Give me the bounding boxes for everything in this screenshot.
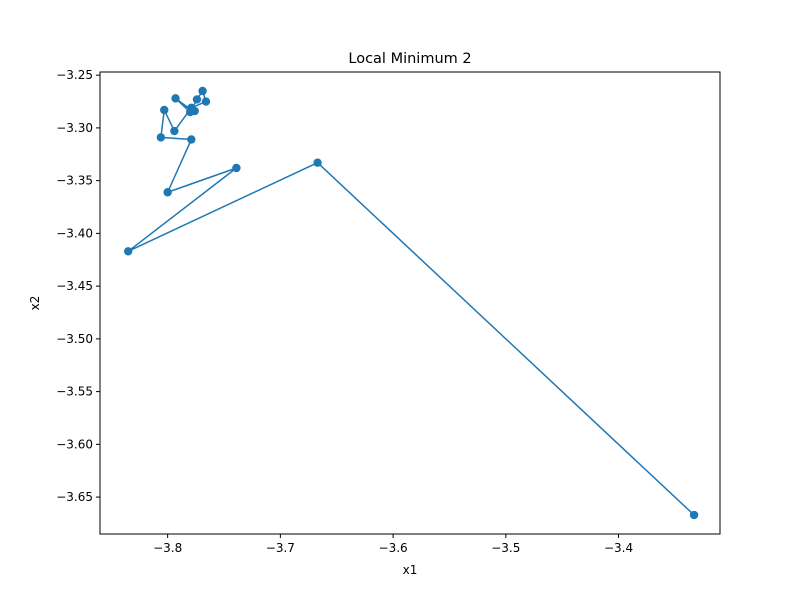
x-axis-label: x1	[403, 563, 418, 577]
data-point	[123, 247, 133, 256]
axes-frame	[99, 71, 721, 535]
data-point	[156, 133, 166, 142]
x-tick-label: −3.4	[604, 541, 633, 555]
data-point	[232, 163, 241, 173]
data-point	[187, 135, 196, 144]
y-tick-label: −3.25	[56, 68, 93, 82]
data-point	[689, 510, 699, 520]
data-point	[163, 188, 172, 197]
plot-area	[123, 86, 699, 520]
data-point	[171, 94, 180, 103]
chart-title: Local Minimum 2	[348, 51, 471, 67]
y-tick-label: −3.50	[56, 332, 93, 346]
y-tick-label: −3.55	[56, 385, 93, 399]
data-point	[192, 95, 202, 104]
y-tick-label: −3.35	[56, 174, 93, 188]
x-tick-label: −3.7	[266, 541, 295, 555]
data-point	[313, 158, 322, 167]
y-axis-label: x2	[28, 296, 42, 311]
y-tick-label: −3.60	[56, 437, 93, 451]
data-point	[160, 105, 169, 115]
y-tick-label: −3.30	[56, 121, 93, 135]
data-point	[170, 126, 179, 136]
data-point	[198, 86, 207, 96]
x-tick-label: −3.6	[379, 541, 408, 555]
y-tick-label: −3.40	[56, 226, 93, 240]
y-tick-label: −3.45	[56, 279, 93, 293]
x-axis: −3.8 −3.7 −3.6 −3.5 −3.4	[153, 534, 633, 555]
x-tick-label: −3.5	[491, 541, 520, 555]
data-point	[201, 97, 211, 106]
data-point	[190, 106, 199, 116]
y-tick-label: −3.65	[56, 490, 93, 504]
x-tick-label: −3.8	[153, 541, 182, 555]
y-axis: −3.25 −3.30 −3.35 −3.40 −3.45 −3.50 −3.55 −3.60…	[56, 68, 100, 504]
